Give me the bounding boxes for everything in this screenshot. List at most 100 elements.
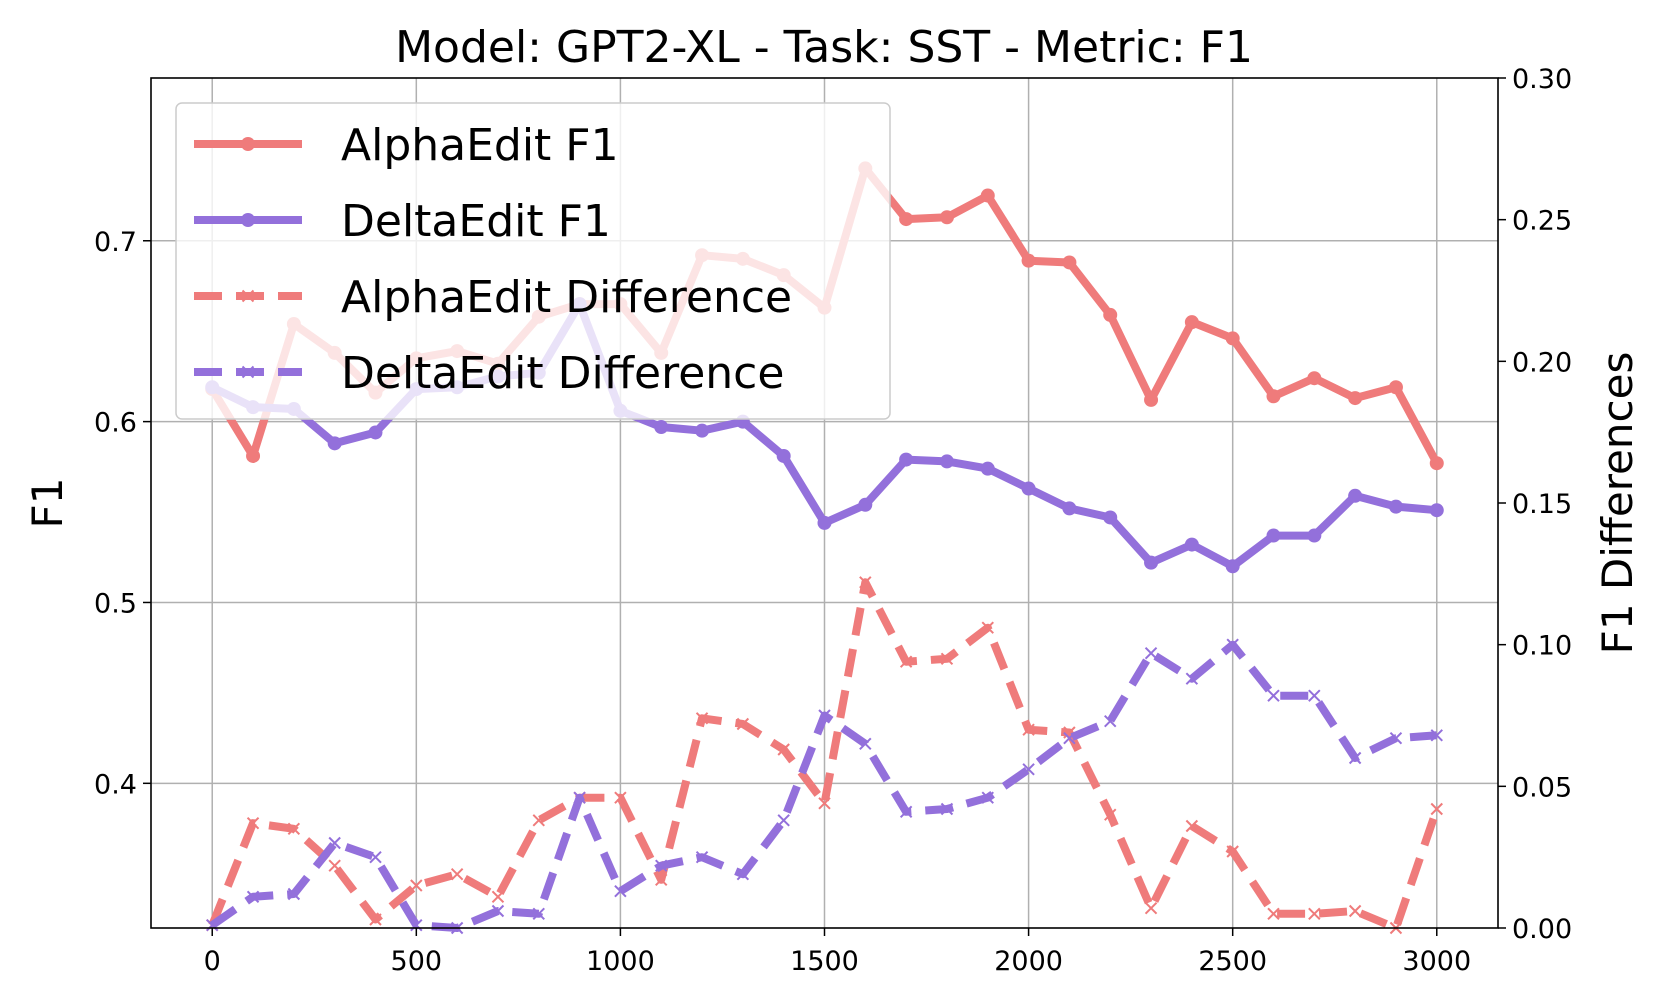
- x-tick-label: 3000: [1402, 946, 1471, 977]
- data-point: [1388, 380, 1403, 395]
- x-tick-label: 500: [391, 946, 443, 977]
- data-point: [1021, 253, 1036, 268]
- data-point: [939, 210, 954, 225]
- y-axis-title: F1: [23, 478, 72, 529]
- data-point: [491, 890, 505, 904]
- data-point: [1062, 501, 1077, 516]
- y-tick-label: 0.7: [94, 227, 137, 258]
- legend-label: DeltaEdit Difference: [341, 348, 784, 399]
- legend-label: AlphaEdit Difference: [341, 272, 792, 323]
- legend-marker: [241, 137, 255, 151]
- data-point: [776, 448, 791, 463]
- data-point: [532, 814, 545, 827]
- data-point: [246, 448, 261, 463]
- data-point: [655, 873, 668, 887]
- chart-title: Model: GPT2-XL - Task: SST - Metric: F1: [395, 22, 1253, 73]
- data-point: [1308, 689, 1321, 702]
- data-point: [1185, 819, 1199, 833]
- y-axis-left: 0.4 0.5 0.6 0.7: [94, 227, 151, 800]
- legend-marker: [241, 289, 255, 303]
- x-tick-label: 1500: [790, 946, 859, 977]
- data-point: [1185, 672, 1199, 685]
- data-point: [940, 802, 954, 816]
- data-point: [369, 913, 382, 926]
- data-point: [859, 576, 872, 589]
- data-point: [1430, 729, 1443, 742]
- data-point: [1348, 751, 1362, 765]
- data-point: [287, 887, 301, 901]
- data-point: [328, 836, 341, 850]
- data-point: [858, 497, 873, 512]
- y2-tick-label: 0.30: [1512, 64, 1572, 95]
- y-tick-label: 0.6: [94, 408, 137, 439]
- x-tick-label: 2000: [994, 946, 1063, 977]
- data-point: [1225, 559, 1240, 574]
- legend-marker: [241, 365, 255, 379]
- data-point: [1348, 904, 1362, 918]
- data-point: [1103, 307, 1118, 322]
- data-point: [328, 859, 341, 872]
- data-point: [1348, 488, 1363, 503]
- data-point: [614, 884, 627, 898]
- data-point: [1022, 763, 1035, 776]
- data-point: [1389, 731, 1403, 745]
- data-point: [777, 814, 790, 827]
- data-point: [939, 454, 954, 469]
- data-point: [1226, 845, 1239, 858]
- data-point: [1430, 802, 1443, 816]
- data-point: [1266, 528, 1281, 543]
- data-point: [1104, 714, 1117, 728]
- data-point: [1267, 907, 1280, 921]
- legend-label: AlphaEdit F1: [341, 120, 619, 171]
- data-point: [654, 420, 669, 435]
- y2-tick-label: 0.15: [1512, 489, 1572, 520]
- legend-marker: [241, 213, 255, 227]
- data-point: [1021, 481, 1036, 496]
- data-point: [410, 879, 423, 892]
- legend-item: DeltaEdit F1: [194, 196, 611, 247]
- data-point: [327, 436, 342, 451]
- data-point: [1267, 689, 1280, 702]
- data-point: [899, 655, 913, 668]
- data-point: [287, 822, 301, 836]
- data-point: [1063, 731, 1076, 745]
- data-point: [246, 890, 260, 904]
- data-point: [1144, 901, 1158, 915]
- y-axis-right: 0.00 0.05 0.10 0.15 0.20 0.25 0.30: [1498, 64, 1572, 945]
- y2-tick-label: 0.00: [1512, 914, 1572, 945]
- data-point: [1388, 499, 1403, 514]
- data-point: [899, 212, 914, 227]
- data-point: [450, 867, 464, 881]
- legend-frame: [175, 102, 891, 420]
- data-point: [980, 461, 995, 476]
- data-point: [940, 652, 954, 666]
- data-point: [859, 737, 872, 751]
- series-deltaedit-difference: [206, 638, 1443, 935]
- y-tick-label: 0.5: [94, 588, 137, 619]
- data-point: [899, 452, 914, 467]
- data-point: [573, 791, 586, 804]
- data-point: [695, 712, 709, 725]
- x-tick-label: 0: [204, 946, 221, 977]
- data-point: [981, 621, 994, 634]
- data-point: [817, 515, 832, 530]
- legend-item: AlphaEdit F1: [194, 120, 619, 171]
- data-point: [1225, 331, 1240, 346]
- data-point: [491, 904, 505, 918]
- y2-tick-label: 0.25: [1512, 206, 1572, 237]
- data-point: [1104, 808, 1117, 821]
- x-tick-label: 2500: [1198, 946, 1267, 977]
- data-point: [532, 907, 545, 921]
- data-point: [695, 850, 709, 864]
- data-point: [1062, 255, 1077, 270]
- legend-item: DeltaEdit Difference: [194, 348, 784, 399]
- legend: AlphaEdit F1 DeltaEdit F1 AlphaEdit Differ…: [175, 102, 891, 420]
- data-point: [695, 423, 710, 438]
- data-point: [614, 791, 627, 804]
- y-tick-label: 0.4: [94, 769, 137, 800]
- data-point: [1022, 723, 1035, 736]
- data-point: [818, 709, 831, 722]
- y2-tick-label: 0.05: [1512, 772, 1572, 803]
- data-point: [1144, 646, 1158, 660]
- data-point: [736, 867, 750, 881]
